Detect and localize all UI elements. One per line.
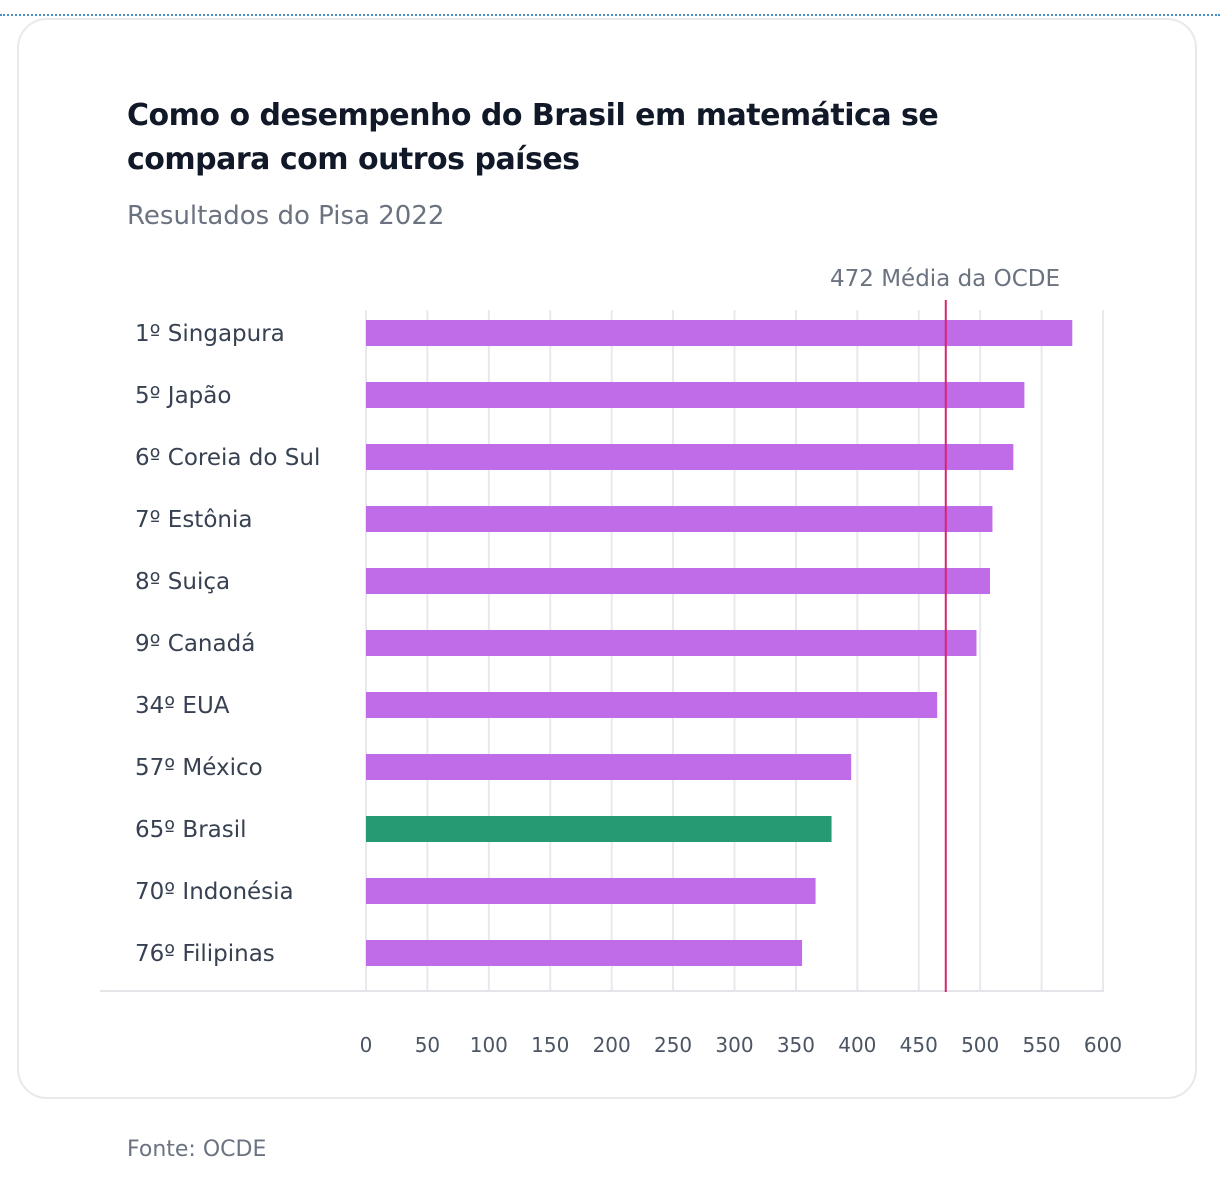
x-tick-label: 400 xyxy=(838,1033,876,1057)
bar xyxy=(366,754,852,780)
category-label: 70º Indonésia xyxy=(135,879,294,905)
bar xyxy=(366,878,816,904)
bar xyxy=(366,692,938,718)
x-tick-label: 50 xyxy=(415,1033,440,1057)
category-label: 7º Estônia xyxy=(135,507,252,533)
category-label: 1º Singapura xyxy=(135,321,285,347)
x-tick-label: 350 xyxy=(777,1033,815,1057)
category-label: 34º EUA xyxy=(135,693,230,719)
top-divider xyxy=(0,14,1220,16)
x-tick-label: 450 xyxy=(900,1033,938,1057)
category-label: 6º Coreia do Sul xyxy=(135,445,320,471)
bar xyxy=(366,506,993,532)
source-note: Fonte: OCDE xyxy=(127,1137,267,1162)
x-tick-label: 600 xyxy=(1084,1033,1122,1057)
x-tick-label: 200 xyxy=(593,1033,631,1057)
x-tick-label: 300 xyxy=(715,1033,753,1057)
chart-title: Como o desempenho do Brasil em matemátic… xyxy=(127,98,939,177)
x-tick-label: 500 xyxy=(961,1033,999,1057)
bar xyxy=(366,816,832,842)
bar xyxy=(366,568,990,594)
bar xyxy=(366,320,1073,346)
category-label: 57º México xyxy=(135,755,263,781)
category-label: 9º Canadá xyxy=(135,631,255,657)
reference-line-label: 472 Média da OCDE xyxy=(830,266,1060,292)
bar xyxy=(366,444,1014,470)
bar xyxy=(366,382,1025,408)
category-label: 5º Japão xyxy=(135,383,231,409)
x-tick-label: 150 xyxy=(531,1033,569,1057)
bar xyxy=(366,940,803,966)
category-label: 76º Filipinas xyxy=(135,941,275,967)
x-tick-label: 0 xyxy=(360,1033,373,1057)
chart-subtitle: Resultados do Pisa 2022 xyxy=(127,201,445,231)
category-label: 65º Brasil xyxy=(135,817,247,843)
chart-card xyxy=(17,18,1197,1099)
x-tick-label: 550 xyxy=(1022,1033,1060,1057)
category-label: 8º Suiça xyxy=(135,569,230,595)
x-tick-label: 250 xyxy=(654,1033,692,1057)
bar xyxy=(366,630,977,656)
x-tick-label: 100 xyxy=(470,1033,508,1057)
